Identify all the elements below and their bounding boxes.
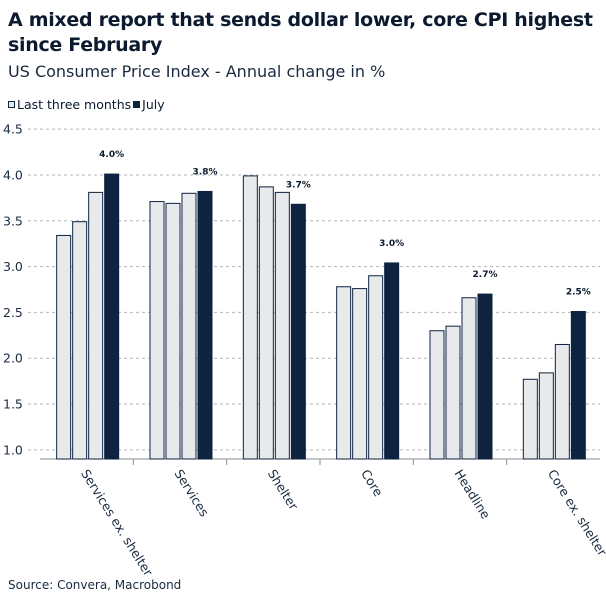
data-label: 4.0%	[99, 150, 124, 160]
y-tick-label: 4.0	[3, 167, 23, 182]
legend-item-july: July	[133, 97, 165, 112]
bar	[197, 190, 213, 460]
y-tick-label: 1.0	[3, 442, 23, 457]
bar	[258, 186, 274, 460]
bar	[336, 286, 352, 460]
bar	[461, 297, 477, 460]
data-label: 3.8%	[193, 167, 218, 177]
legend-label-july: July	[142, 97, 165, 112]
x-tick-label: Core	[358, 467, 386, 500]
legend-swatch-dark	[133, 101, 141, 108]
bar	[181, 192, 197, 460]
legend-item-last-three-months: Last three months	[8, 97, 131, 112]
data-label: 3.0%	[379, 239, 404, 249]
bar	[384, 262, 400, 460]
y-tick-label: 2.0	[3, 351, 23, 366]
legend-label-last-three-months: Last three months	[17, 97, 132, 112]
y-tick-label: 1.5	[3, 397, 23, 412]
legend-swatch-light	[8, 101, 15, 108]
y-tick-label: 3.5	[3, 213, 23, 228]
bar	[352, 288, 368, 460]
x-tick-label: Shelter	[265, 467, 302, 514]
x-tick-label: Services ex. shelter	[78, 467, 156, 580]
y-tick-label: 3.0	[3, 259, 23, 274]
bar	[445, 325, 461, 460]
bar	[368, 275, 384, 460]
bar	[538, 372, 554, 460]
x-tick-label: Core ex. shelter	[545, 467, 606, 560]
bar	[104, 173, 120, 460]
data-label: 2.5%	[566, 287, 591, 297]
bar	[522, 378, 538, 460]
y-tick-label: 2.5	[3, 305, 23, 320]
bar	[477, 293, 493, 460]
bar	[242, 175, 258, 460]
data-label: 3.7%	[286, 180, 311, 190]
x-tick-label: Services	[171, 467, 212, 520]
bar	[88, 191, 104, 460]
bar	[290, 203, 306, 460]
bar	[554, 343, 570, 460]
x-tick-label: Headline	[451, 467, 493, 522]
bar	[429, 330, 445, 460]
data-label: 2.7%	[473, 270, 498, 280]
bar	[149, 201, 165, 460]
chart-title: A mixed report that sends dollar lower, …	[8, 9, 593, 56]
y-tick-label: 4.5	[3, 122, 23, 137]
bar	[72, 221, 88, 460]
bar	[56, 234, 72, 460]
bar	[570, 310, 586, 460]
chart-subtitle: US Consumer Price Index - Annual change …	[8, 62, 386, 81]
source-note: Source: Convera, Macrobond	[8, 578, 182, 592]
bar	[165, 202, 181, 460]
chart-legend: Last three months July	[8, 97, 167, 112]
bar	[274, 191, 290, 460]
